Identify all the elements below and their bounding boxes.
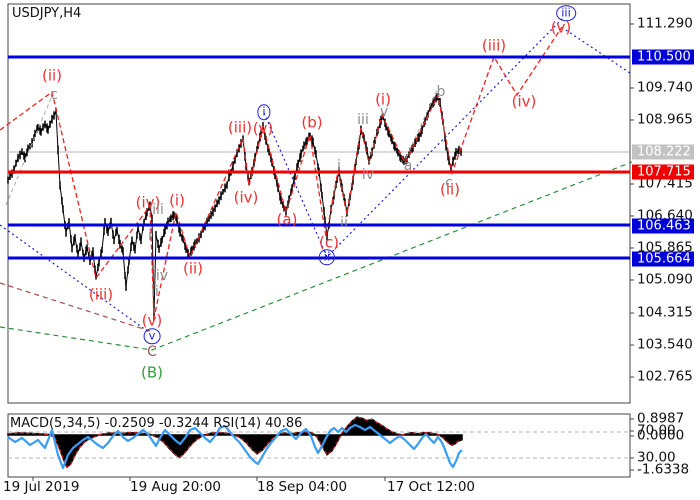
- price-tick-label: 102.765: [637, 368, 693, 385]
- wave-label-gray: ii: [151, 284, 159, 300]
- indicator-tick-label: -1.6338: [637, 461, 690, 478]
- price-tick-label: 104.315: [637, 304, 693, 321]
- price-tick-label: 103.540: [637, 336, 693, 353]
- wave-label-red: (v): [252, 119, 274, 138]
- wave-label-red: (v): [550, 18, 572, 37]
- wave-label-gray: i: [337, 158, 341, 174]
- wave-label-gray: iii: [357, 112, 369, 128]
- wave-count-red-trendline: [0, 26, 563, 319]
- wave-label-gray: a: [403, 158, 413, 174]
- wave-label-gray: b: [436, 84, 446, 100]
- price-tick-label: 108.965: [637, 111, 693, 128]
- wave-label-red: (iv): [135, 193, 161, 212]
- wave-label-red: (i): [169, 191, 185, 210]
- price-tick-label: 105.090: [637, 271, 693, 288]
- symbol-timeframe-label: USDJPY,H4: [12, 6, 82, 21]
- wave-label-red: (ii): [41, 66, 63, 85]
- main-plot-border: [7, 3, 631, 404]
- price-highlight-label: 110.500: [632, 49, 694, 65]
- blue-impulse-up-trendline: [263, 17, 564, 259]
- date-label: 19 Jul 2019: [3, 479, 80, 495]
- price-highlight-label: 107.715: [632, 164, 694, 180]
- price-tick-label: 111.290: [637, 15, 693, 32]
- rsi-line: [7, 423, 463, 470]
- date-label: 18 Sep 04:00: [257, 479, 348, 495]
- wave-label-gray: v: [379, 104, 389, 120]
- wave-label-gray: c: [445, 175, 453, 191]
- macd-signal-line: [7, 416, 463, 469]
- wave-label-circled: iii: [556, 5, 576, 21]
- wave-label-red: (b): [301, 113, 323, 132]
- gray-trend-left-trendline: [5, 95, 53, 206]
- indicator-tick-label: 30.00: [637, 449, 676, 466]
- indicator-values-label: MACD(5,34,5) -0.2509 -0.3244 RSI(14) 40.…: [10, 416, 303, 431]
- price-tick-label: 107.415: [637, 175, 693, 192]
- wave-label-red: (ii): [182, 259, 204, 278]
- wave-label-red: (iii): [481, 36, 507, 55]
- price-axis[interactable]: [630, 0, 700, 500]
- wave-label-red: (iv): [511, 92, 537, 111]
- wave-label-gray: iv: [361, 167, 375, 183]
- gray-trend-right-trendline: [405, 87, 439, 159]
- date-label: 19 Aug 20:00: [130, 479, 222, 495]
- wave-label-red: (ii): [439, 180, 461, 199]
- wave-label-red: (c): [319, 233, 339, 252]
- wave-label-gray: iii: [152, 202, 164, 218]
- price-tick-label: 105.865: [637, 239, 693, 256]
- wave-label-red: (iii): [88, 285, 114, 304]
- wave-label-gray: c: [50, 87, 58, 103]
- time-axis[interactable]: [0, 477, 630, 500]
- wave-label-gray: i: [148, 228, 152, 244]
- indicator-plot-border: [7, 413, 631, 478]
- indicator-tick-label: 0.0000: [637, 427, 685, 444]
- wave-label-circled: i: [257, 104, 271, 120]
- wave-label-red: (v): [141, 311, 163, 330]
- indicator-tick-label: 0.8987: [637, 410, 685, 427]
- wave-label-gray: iv: [155, 268, 169, 284]
- wave-label-circled: v: [143, 328, 161, 344]
- wave-label-red: (iv): [233, 188, 259, 207]
- price-tick-label: 109.740: [637, 79, 693, 96]
- price-highlight-label: 106.463: [632, 218, 694, 234]
- wave-label-red: (i): [375, 90, 391, 109]
- wave-label-red: (a): [276, 210, 298, 229]
- price-highlight-label: 108.222: [632, 144, 694, 160]
- wave-label-red: (iii): [227, 118, 253, 137]
- wave-label-green: (B): [141, 363, 163, 382]
- blue-channel-down-trendline: [0, 224, 151, 334]
- wave-label-darkred: C: [147, 344, 157, 360]
- date-label: 17 Oct 12:00: [387, 479, 476, 495]
- price-highlight-label: 105.664: [632, 251, 694, 267]
- indicator-tick-label: 70.00: [637, 422, 676, 439]
- wave-label-circled: ii: [318, 249, 336, 265]
- wave-label-gray: ii: [340, 215, 348, 231]
